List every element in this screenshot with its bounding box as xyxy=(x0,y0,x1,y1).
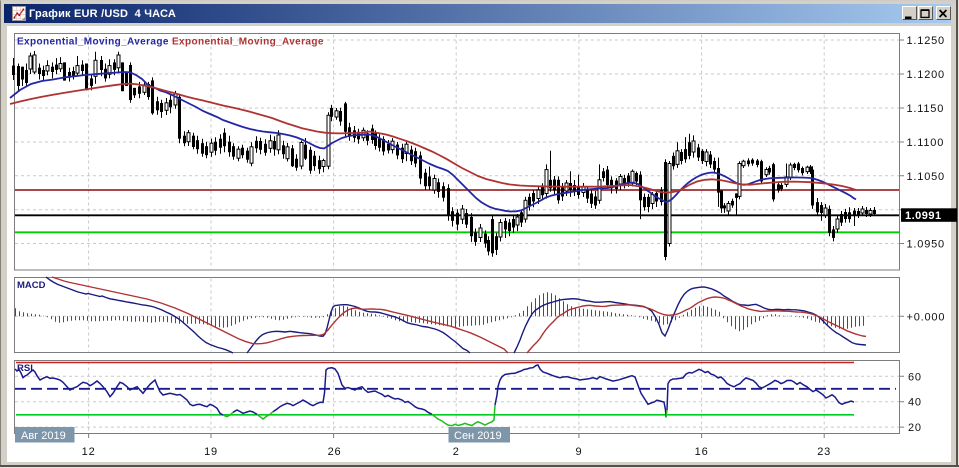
svg-text:1.1100: 1.1100 xyxy=(907,137,945,149)
svg-text:1.0991: 1.0991 xyxy=(905,210,942,222)
svg-text:1.0950: 1.0950 xyxy=(907,239,945,251)
svg-text:12: 12 xyxy=(82,446,96,458)
svg-text:1.1200: 1.1200 xyxy=(907,69,945,81)
svg-text:RSI: RSI xyxy=(17,363,33,374)
svg-text:20: 20 xyxy=(908,422,922,434)
svg-text:16: 16 xyxy=(695,446,709,458)
svg-text:9: 9 xyxy=(575,446,582,458)
svg-text:19: 19 xyxy=(204,446,218,458)
svg-text:1.1250: 1.1250 xyxy=(907,35,945,47)
svg-text:MACD: MACD xyxy=(17,280,46,291)
svg-text:Сен 2019: Сен 2019 xyxy=(454,430,502,442)
svg-text:Exponential_Moving_Average: Exponential_Moving_Average xyxy=(17,37,169,48)
svg-text:+0.000: +0.000 xyxy=(907,312,946,324)
svg-text:40: 40 xyxy=(908,397,922,409)
svg-text:60: 60 xyxy=(908,371,922,383)
svg-text:Авг 2019: Авг 2019 xyxy=(21,430,66,442)
svg-text:1.1050: 1.1050 xyxy=(907,171,945,183)
svg-text:23: 23 xyxy=(817,446,831,458)
svg-text:26: 26 xyxy=(328,446,342,458)
svg-text:1.1150: 1.1150 xyxy=(907,103,945,115)
svg-text:2: 2 xyxy=(453,446,460,458)
svg-text:Exponential_Moving_Average: Exponential_Moving_Average xyxy=(172,37,324,48)
